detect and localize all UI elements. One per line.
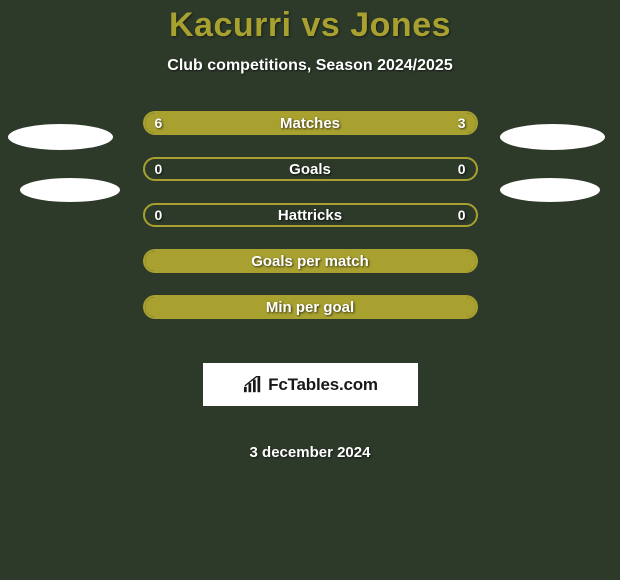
stat-right-value: 0: [458, 161, 466, 177]
stat-row-goals-per-match: Goals per match: [143, 249, 478, 273]
date-label: 3 december 2024: [250, 444, 371, 461]
comparison-card: Kacurri vs Jones Club competitions, Seas…: [0, 0, 620, 461]
stat-left-value: 6: [155, 115, 163, 131]
stat-left-value: 0: [155, 161, 163, 177]
stat-row-goals: 0 Goals 0: [143, 157, 478, 181]
stat-label: Hattricks: [278, 207, 342, 224]
stat-label: Goals: [289, 161, 331, 178]
stat-left-value: 0: [155, 207, 163, 223]
brand-link[interactable]: FcTables.com: [203, 363, 418, 406]
chart-icon: [242, 376, 264, 394]
stat-row-min-per-goal: Min per goal: [143, 295, 478, 319]
brand-text: FcTables.com: [268, 375, 378, 395]
stat-right-value: 0: [458, 207, 466, 223]
stat-row-hattricks: 0 Hattricks 0: [143, 203, 478, 227]
page-subtitle: Club competitions, Season 2024/2025: [167, 57, 452, 75]
stat-row-matches: 6 Matches 3: [143, 111, 478, 135]
stat-label: Matches: [280, 115, 340, 132]
stat-label: Min per goal: [266, 299, 354, 316]
page-title: Kacurri vs Jones: [169, 6, 451, 45]
stat-right-value: 3: [458, 115, 466, 131]
stats-area: 6 Matches 3 0 Goals 0 0 Hattricks 0 Goal…: [0, 111, 620, 461]
stat-label: Goals per match: [251, 253, 369, 270]
